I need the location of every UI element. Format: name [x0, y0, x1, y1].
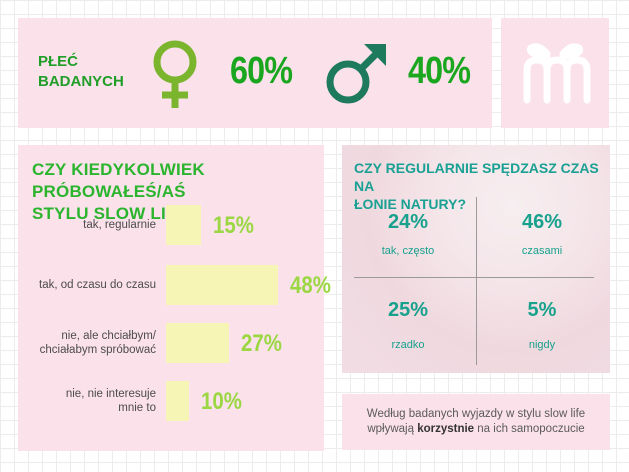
gender-label-line1: PŁEĆ [38, 53, 79, 70]
survey-bar-value: 27% [241, 330, 282, 357]
summary-note: Według badanych wyjazdy w stylu slow lif… [352, 407, 600, 437]
quadrant-vertical-divider [476, 197, 477, 365]
survey-row-label-line1: tak, od czasu do czasu [39, 279, 156, 291]
nature-title: CZY REGULARNIE SPĘDZASZ CZAS NA ŁONIE NA… [354, 159, 610, 213]
survey-row-label-line1: nie, nie interesuje [65, 388, 156, 400]
nature-title-line1: CZY REGULARNIE SPĘDZASZ CZAS NA [354, 160, 599, 194]
note-text-bold: korzystnie [417, 423, 475, 435]
nature-label-3: nigdy [528, 339, 556, 351]
nature-survey-panel: CZY REGULARNIE SPĘDZASZ CZAS NA ŁONIE NA… [342, 145, 610, 373]
quadrant-horizontal-divider [354, 277, 594, 278]
survey-row-label: tak, regularnie [16, 218, 156, 232]
survey-bar [166, 265, 278, 305]
survey-bar [166, 381, 189, 421]
nature-pct-0: 24% [387, 211, 429, 233]
survey-bar-value: 10% [201, 388, 242, 415]
slow-life-survey-panel: CZY KIEDYKOLWIEK PRÓBOWAŁEŚ/AŚ STYLU SLO… [16, 145, 331, 451]
gender-label: PŁEĆ BADANYCH [38, 52, 124, 92]
survey-title: CZY KIEDYKOLWIEK PRÓBOWAŁEŚ/AŚ STYLU SLO… [32, 159, 324, 225]
female-percentage: 60% [230, 50, 293, 92]
female-symbol-icon [153, 40, 197, 108]
survey-bar-value: 15% [213, 212, 254, 239]
survey-row-label: nie, ale chciałbym/chciałabym spróbować [16, 329, 156, 357]
male-symbol-icon [326, 44, 386, 104]
nature-pct-3: 5% [527, 299, 557, 321]
survey-title-line2: STYLU SLOW LIFE? [32, 204, 199, 223]
survey-row-label-line1: tak, regularnie [83, 219, 156, 231]
nature-pct-1: 46% [521, 211, 563, 233]
survey-bar [166, 323, 229, 363]
survey-bar [166, 205, 201, 245]
survey-row-label: tak, od czasu do czasu [16, 278, 156, 292]
summary-note-panel: Według badanych wyjazdy w stylu slow lif… [342, 394, 610, 450]
survey-row-label-line2: mnie to [118, 402, 156, 414]
survey-row-label-line1: nie, ale chciałbym/ [61, 330, 156, 342]
survey-title-line1: CZY KIEDYKOLWIEK PRÓBOWAŁEŚ/AŚ [32, 160, 205, 201]
nature-label-2: rzadko [391, 339, 425, 351]
note-text-after: na ich samopoczucie [477, 423, 585, 435]
nature-title-line2: ŁONIE NATURY? [354, 196, 466, 212]
nature-pct-2: 25% [387, 299, 429, 321]
gift-logo-icon [523, 43, 591, 104]
survey-bar-value: 48% [290, 272, 331, 299]
logo-panel [501, 18, 609, 128]
nature-label-1: czasami [521, 245, 563, 257]
gender-panel: PŁEĆ BADANYCH 60% 40% [18, 18, 492, 128]
survey-row-label-line2: chciałabym spróbować [39, 344, 156, 356]
male-percentage: 40% [408, 50, 471, 92]
note-text-before: Według badanych wyjazdy w stylu slow lif… [366, 408, 586, 435]
nature-label-0: tak, często [381, 245, 435, 257]
survey-row-label: nie, nie interesuje mnie to [16, 387, 156, 415]
gender-label-line2: BADANYCH [38, 73, 124, 90]
